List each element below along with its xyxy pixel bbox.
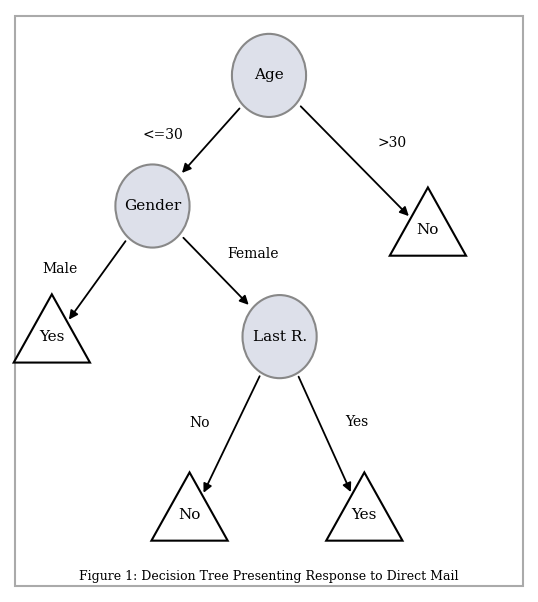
- Text: Yes: Yes: [352, 507, 377, 522]
- Text: No: No: [179, 507, 201, 522]
- Text: Male: Male: [43, 261, 78, 276]
- Text: Yes: Yes: [39, 330, 65, 344]
- Text: Gender: Gender: [124, 199, 181, 213]
- Polygon shape: [13, 294, 90, 362]
- Text: No: No: [189, 415, 210, 430]
- Circle shape: [115, 164, 189, 247]
- Text: Last R.: Last R.: [252, 330, 307, 344]
- Text: >30: >30: [377, 137, 406, 150]
- Circle shape: [232, 34, 306, 117]
- Text: <=30: <=30: [143, 128, 183, 142]
- Text: Age: Age: [254, 69, 284, 82]
- Text: Female: Female: [228, 246, 279, 261]
- Text: No: No: [417, 223, 439, 237]
- Polygon shape: [390, 187, 466, 256]
- Text: Yes: Yes: [345, 415, 368, 429]
- Text: Figure 1: Decision Tree Presenting Response to Direct Mail: Figure 1: Decision Tree Presenting Respo…: [79, 570, 459, 583]
- Circle shape: [243, 295, 317, 378]
- Polygon shape: [326, 473, 402, 541]
- Polygon shape: [151, 473, 228, 541]
